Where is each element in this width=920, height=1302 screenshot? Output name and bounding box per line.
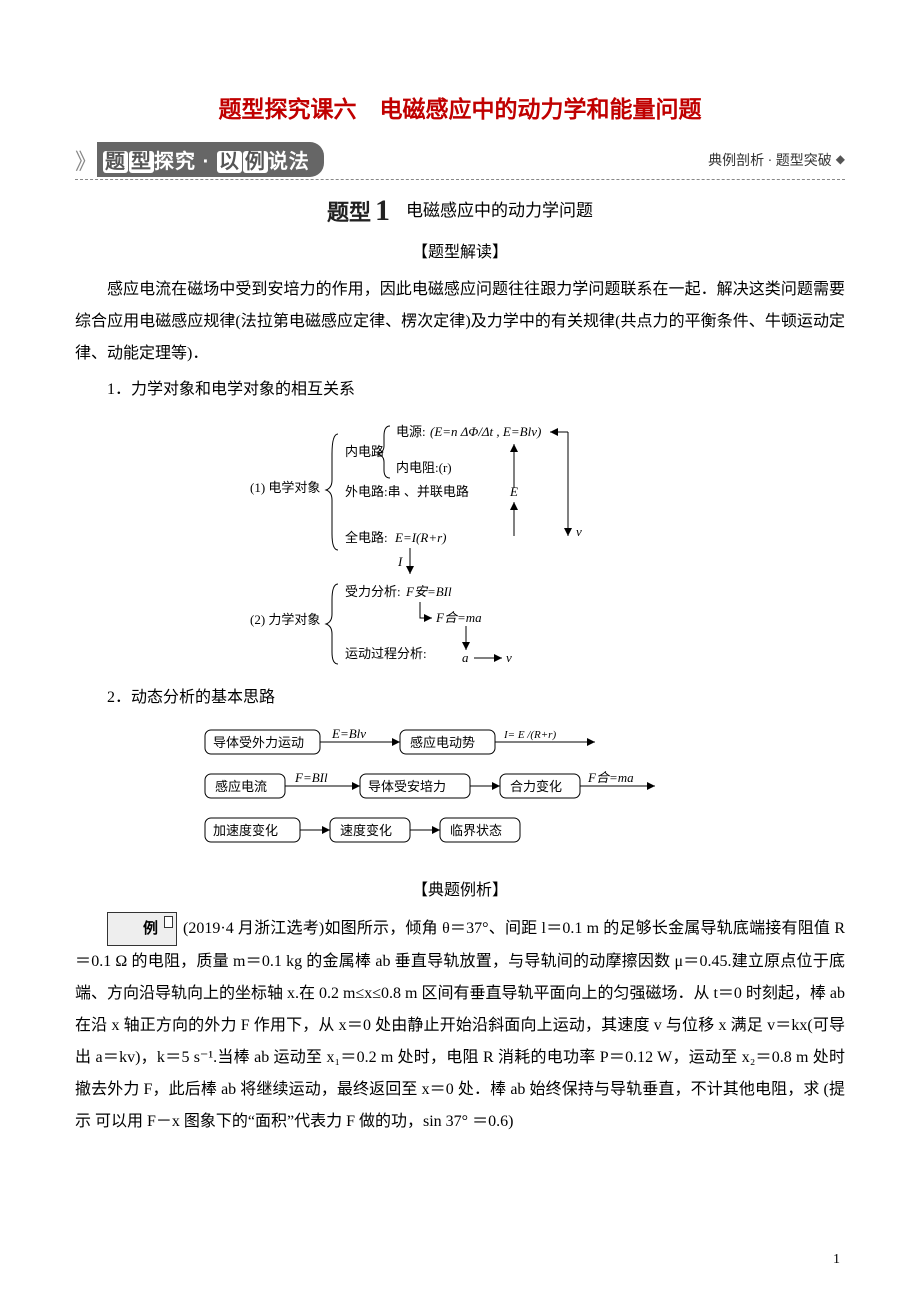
page-title: 题型探究课六 电磁感应中的动力学和能量问题 — [75, 90, 845, 124]
banner-pill: 题型探究 · 以例说法 — [97, 142, 324, 177]
numbered-2: 2．动态分析的基本思路 — [75, 682, 845, 714]
example-label-text: 例 — [143, 920, 158, 937]
example-label-box: 例 — [107, 912, 177, 946]
d-c1: 受力分析: — [345, 584, 401, 599]
d-b3-eq: E=I(R+r) — [394, 530, 446, 545]
example-text: (2019·4 月浙江选考)如图所示，倾角 θ＝37°、间距 l＝0.1 m 的… — [75, 920, 845, 1130]
d-b1a-eq: (E=n ΔΦ/Δt , E=Blv) — [430, 424, 541, 439]
title-main: 电磁感应中的动力学和能量问题 — [380, 96, 702, 122]
subhead-1: 【题型解读】 — [75, 238, 845, 262]
d-to-v: v — [506, 650, 512, 665]
banner-chevron: 》 — [75, 144, 93, 176]
diamond-icon: ◆ — [836, 152, 845, 167]
topic-label: 题型 1 — [327, 194, 394, 228]
subhead-2: 【典题例析】 — [75, 876, 845, 900]
f-e5: F合=ma — [587, 770, 634, 785]
d-I: I — [397, 554, 403, 569]
f-n1: 导体受外力运动 — [213, 735, 304, 750]
d-b2: 外电路:串 、并联电路 — [345, 484, 469, 499]
topic-number: 1 — [375, 194, 390, 228]
pill-end: 说法 — [268, 151, 310, 173]
d-b1b: 内电阻:(r) — [396, 460, 452, 475]
banner-right: 典例剖析 · 题型突破 ◆ — [708, 150, 845, 170]
pill-char-3: 以 — [217, 151, 242, 173]
d-row1-label: (1) 电学对象 — [250, 480, 320, 495]
banner-right-text: 典例剖析 · 题型突破 — [708, 150, 832, 170]
f-n4: 导体受安培力 — [368, 779, 446, 794]
f-n3: 感应电流 — [215, 779, 267, 794]
numbered-1: 1．力学对象和电学对象的相互关系 — [75, 374, 845, 406]
pill-mid: 探究 — [154, 151, 196, 173]
title-pre: 题型探究课六 — [219, 96, 380, 122]
d-c3: 运动过程分析: — [345, 646, 427, 661]
topic-label-text: 题型 — [327, 195, 371, 227]
example-para: 例 (2019·4 月浙江选考)如图所示，倾角 θ＝37°、间距 l＝0.1 m… — [75, 912, 845, 1138]
d-row2-label: (2) 力学对象 — [250, 612, 320, 627]
d-c1-eq: F安=BIl — [405, 584, 452, 599]
f-e2: I= E /(R+r) — [503, 729, 556, 741]
d-c2-eq: F合=ma — [435, 610, 482, 625]
pill-dot: · — [203, 151, 211, 173]
f-n6: 加速度变化 — [213, 823, 278, 838]
pill-char-1: 题 — [103, 151, 128, 173]
paragraph-1: 感应电流在磁场中受到安培力的作用，因此电磁感应问题往往跟力学问题联系在一起．解决… — [75, 274, 845, 370]
f-n8: 临界状态 — [450, 823, 502, 838]
relation-diagram: (1) 电学对象 内电路 电源: (E=n ΔΦ/Δt , E=Blv) 内电阻… — [75, 414, 845, 674]
flow-svg: 导体受外力运动 E=Blv 感应电动势 I= E /(R+r) 感应电流 F=B… — [200, 724, 720, 864]
d-a: a — [462, 650, 469, 665]
f-e1: E=Blv — [331, 726, 366, 741]
topic-text: 电磁感应中的动力学问题 — [406, 201, 593, 220]
section-banner: 》 题型探究 · 以例说法 典例剖析 · 题型突破 ◆ — [75, 142, 845, 180]
relation-svg: (1) 电学对象 内电路 电源: (E=n ΔΦ/Δt , E=Blv) 内电阻… — [250, 414, 670, 674]
pill-char-2: 型 — [129, 151, 154, 173]
f-n7: 速度变化 — [340, 823, 392, 838]
f-n5: 合力变化 — [510, 779, 562, 794]
d-b1a: 电源: — [396, 424, 426, 439]
page-number: 1 — [833, 1252, 840, 1268]
d-b1: 内电路 — [345, 444, 384, 459]
pill-char-4: 例 — [243, 151, 268, 173]
f-n2: 感应电动势 — [410, 735, 475, 750]
d-b3: 全电路: — [345, 530, 388, 545]
topic-line: 题型 1 电磁感应中的动力学问题 — [75, 194, 845, 228]
flow-diagram: 导体受外力运动 E=Blv 感应电动势 I= E /(R+r) 感应电流 F=B… — [75, 724, 845, 864]
f-e3: F=BIl — [294, 770, 328, 785]
d-v: v — [576, 524, 582, 539]
